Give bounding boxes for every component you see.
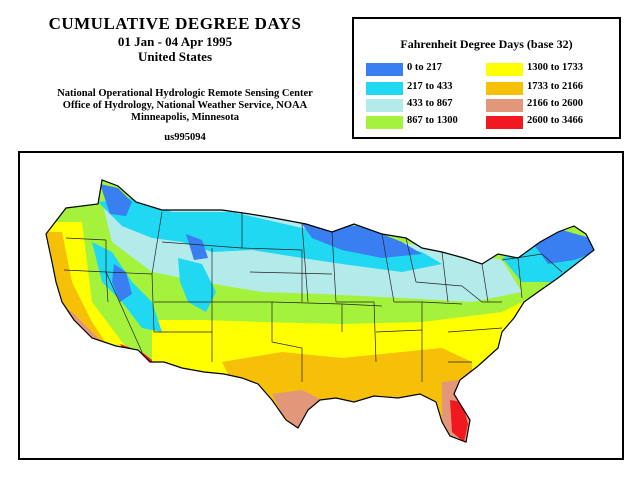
- legend-label: 2166 to 2600: [527, 98, 583, 109]
- agency-line-2: Office of Hydrology, National Weather Se…: [62, 100, 308, 111]
- legend-label: 433 to 867: [407, 98, 453, 109]
- legend-title: Fahrenheit Degree Days (base 32): [400, 37, 573, 51]
- title-block: CUMULATIVE DEGREE DAYS 01 Jan - 04 Apr 1…: [20, 14, 330, 64]
- legend-swatch: [366, 116, 403, 129]
- legend-box: Fahrenheit Degree Days (base 32) 0 to 21…: [352, 17, 621, 139]
- degree-day-bands: [46, 180, 594, 442]
- region-name: United States: [137, 49, 213, 64]
- agency-line-3: Minneapolis, Minnesota: [131, 112, 239, 123]
- map-title: CUMULATIVE DEGREE DAYS: [48, 14, 302, 33]
- legend-label: 2600 to 3466: [527, 115, 583, 126]
- us-outline: [45, 179, 595, 443]
- legend-label: 1733 to 2166: [527, 81, 583, 92]
- state-boundaries: [63, 211, 563, 382]
- legend-label: 867 to 1300: [407, 115, 458, 126]
- legend-label: 217 to 433: [407, 81, 453, 92]
- legend-label: 0 to 217: [407, 62, 442, 73]
- date-range: 01 Jan - 04 Apr 1995: [117, 34, 233, 49]
- map-frame: [18, 151, 624, 460]
- legend-label: 1300 to 1733: [527, 62, 583, 73]
- legend-swatch: [366, 99, 403, 112]
- legend-swatch: [486, 82, 523, 95]
- us-degree-day-map: [45, 179, 595, 443]
- legend-swatch: [486, 116, 523, 129]
- legend-swatch: [366, 63, 403, 76]
- agency-credit: National Operational Hydrologic Remote S…: [20, 88, 350, 124]
- legend-swatch: [486, 99, 523, 112]
- legend-swatch: [366, 82, 403, 95]
- product-code: us995094: [164, 132, 206, 143]
- agency-line-1: National Operational Hydrologic Remote S…: [57, 88, 313, 99]
- legend-swatch: [486, 63, 523, 76]
